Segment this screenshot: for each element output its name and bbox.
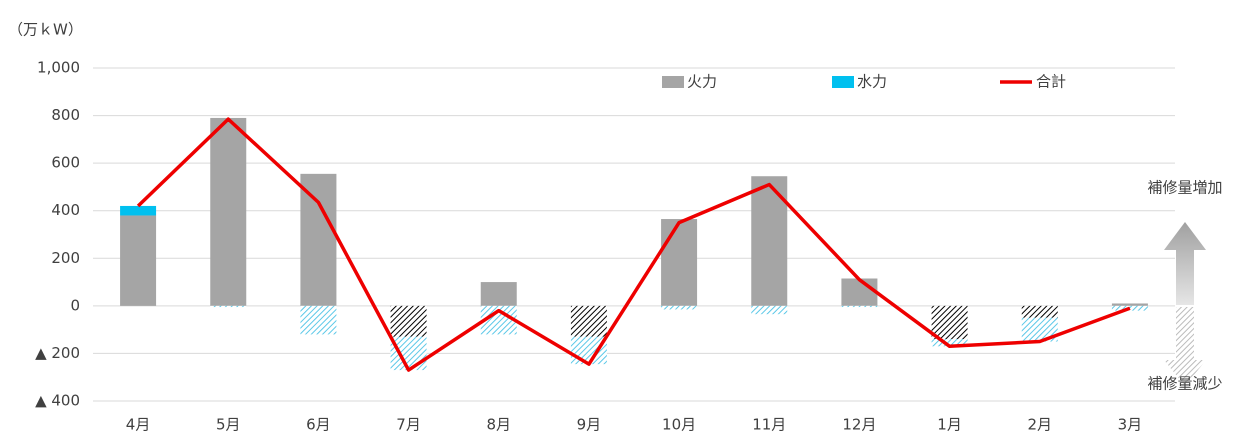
legend-swatch: [662, 76, 684, 88]
legend-label: 合計: [1036, 73, 1066, 91]
bar: [120, 215, 157, 306]
annotation: 補修量増加: [1147, 179, 1222, 197]
x-tick-label: 2月: [1027, 416, 1052, 434]
legend-label: 火力: [687, 73, 717, 91]
legend-label: 水力: [857, 73, 887, 91]
legend-swatch: [832, 76, 854, 88]
bar: [300, 173, 337, 306]
x-tick-label: 4月: [126, 416, 151, 434]
bar: [300, 305, 337, 335]
x-tick-label: 12月: [842, 416, 876, 434]
annotation: 補修量減少: [1147, 375, 1222, 393]
increase-arrow: [1164, 222, 1206, 305]
bar: [841, 278, 878, 306]
bar: [1021, 305, 1058, 318]
bar: [661, 219, 698, 306]
y-tick-label: ▲ 200: [35, 344, 80, 362]
unit-label: （万ｋW）: [8, 21, 83, 39]
x-tick-label: 5月: [216, 416, 241, 434]
bar: [210, 117, 247, 306]
y-tick-label: ▲ 400: [35, 392, 80, 410]
bar: [1111, 303, 1148, 306]
bar: [570, 336, 607, 365]
bar: [390, 336, 427, 371]
decrease-arrow: [1164, 307, 1206, 386]
total-line: [136, 117, 1131, 372]
bar: [1021, 317, 1058, 342]
y-tick-label: 800: [51, 106, 80, 124]
x-tick-label: 9月: [577, 416, 602, 434]
bar: [661, 305, 698, 310]
x-tick-label: 6月: [306, 416, 331, 434]
bar: [931, 305, 968, 340]
x-tick-label: 3月: [1118, 416, 1143, 434]
bar: [480, 282, 517, 306]
y-tick-label: 200: [51, 249, 80, 267]
x-tick-label: 1月: [937, 416, 962, 434]
x-tick-label: 8月: [486, 416, 511, 434]
bar: [210, 305, 247, 308]
bar: [931, 339, 968, 347]
bar: [390, 305, 427, 337]
y-tick-label: 0: [70, 296, 80, 314]
bar: [751, 305, 788, 315]
x-tick-label: 7月: [396, 416, 421, 434]
x-tick-label: 10月: [662, 416, 696, 434]
bar: [570, 305, 607, 337]
bar: [841, 305, 878, 308]
y-tick-label: 400: [51, 201, 80, 219]
y-tick-label: 600: [51, 154, 80, 172]
bar: [120, 205, 157, 216]
x-tick-label: 11月: [752, 416, 786, 434]
y-tick-label: 1,000: [37, 59, 80, 77]
